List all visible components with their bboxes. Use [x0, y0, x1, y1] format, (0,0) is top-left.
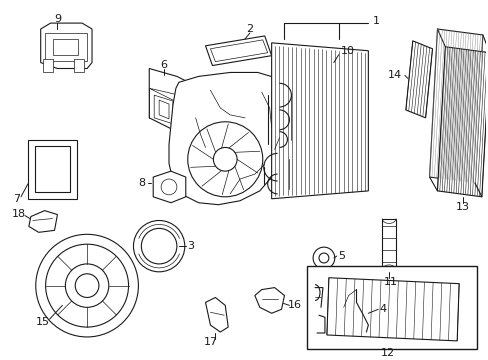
Polygon shape: [205, 297, 228, 332]
Polygon shape: [153, 171, 185, 203]
Polygon shape: [52, 39, 78, 55]
Text: 6: 6: [160, 59, 167, 69]
Circle shape: [161, 179, 177, 195]
Polygon shape: [271, 43, 367, 199]
Text: 16: 16: [287, 300, 301, 310]
Circle shape: [141, 228, 177, 264]
Circle shape: [45, 244, 128, 327]
Circle shape: [36, 234, 138, 337]
Polygon shape: [41, 23, 92, 68]
Polygon shape: [428, 29, 482, 183]
Polygon shape: [210, 40, 267, 62]
Text: 2: 2: [246, 24, 253, 34]
Polygon shape: [326, 278, 458, 341]
Text: 11: 11: [383, 277, 397, 287]
Polygon shape: [382, 219, 395, 270]
Text: 18: 18: [12, 208, 26, 219]
Text: 17: 17: [203, 337, 217, 347]
Polygon shape: [205, 36, 271, 66]
Polygon shape: [437, 47, 488, 197]
Text: 14: 14: [387, 71, 401, 80]
Text: 9: 9: [54, 14, 61, 24]
Polygon shape: [254, 288, 284, 313]
Circle shape: [349, 276, 363, 289]
Polygon shape: [35, 147, 70, 192]
Circle shape: [65, 264, 108, 307]
Text: 4: 4: [379, 304, 386, 314]
Polygon shape: [149, 68, 200, 130]
Polygon shape: [28, 140, 77, 199]
Circle shape: [312, 247, 334, 269]
Circle shape: [75, 274, 99, 297]
Text: 13: 13: [455, 202, 469, 212]
Polygon shape: [169, 72, 287, 205]
Text: 8: 8: [138, 178, 144, 188]
Polygon shape: [74, 59, 84, 72]
Circle shape: [213, 148, 237, 171]
Polygon shape: [42, 59, 52, 72]
Text: 3: 3: [187, 241, 194, 251]
Polygon shape: [154, 95, 173, 124]
Text: 1: 1: [372, 16, 380, 26]
Polygon shape: [29, 211, 58, 232]
Circle shape: [187, 122, 262, 197]
Circle shape: [133, 220, 184, 272]
Text: 10: 10: [340, 46, 354, 56]
Text: 12: 12: [380, 348, 394, 358]
Bar: [306, 266, 476, 349]
Circle shape: [318, 253, 328, 263]
Text: 7: 7: [13, 194, 20, 204]
Text: 5: 5: [338, 251, 345, 261]
Text: 15: 15: [36, 317, 50, 327]
Polygon shape: [405, 41, 431, 118]
Polygon shape: [44, 33, 87, 60]
Polygon shape: [159, 100, 169, 119]
